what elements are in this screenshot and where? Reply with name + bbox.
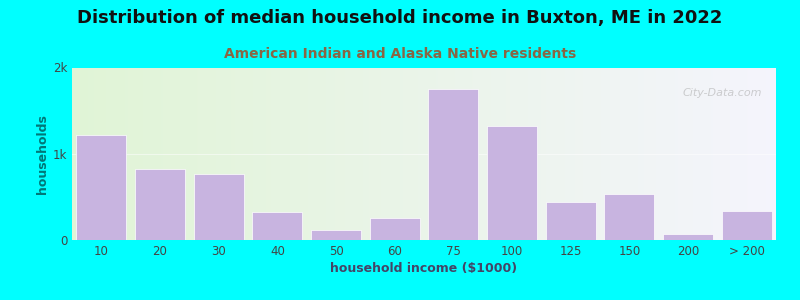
Bar <box>663 234 713 240</box>
Text: Distribution of median household income in Buxton, ME in 2022: Distribution of median household income … <box>78 9 722 27</box>
Bar <box>253 212 302 240</box>
Bar <box>605 194 654 240</box>
Bar <box>194 174 243 240</box>
Bar <box>487 126 537 240</box>
Bar <box>546 202 595 240</box>
Text: City-Data.com: City-Data.com <box>682 88 762 98</box>
Bar <box>77 135 126 240</box>
Y-axis label: households: households <box>35 114 49 194</box>
Text: American Indian and Alaska Native residents: American Indian and Alaska Native reside… <box>224 46 576 61</box>
Bar <box>311 230 361 240</box>
X-axis label: household income ($1000): household income ($1000) <box>330 262 518 275</box>
Bar <box>370 218 419 240</box>
Bar <box>135 169 185 240</box>
Bar <box>429 89 478 240</box>
Bar <box>722 211 771 240</box>
